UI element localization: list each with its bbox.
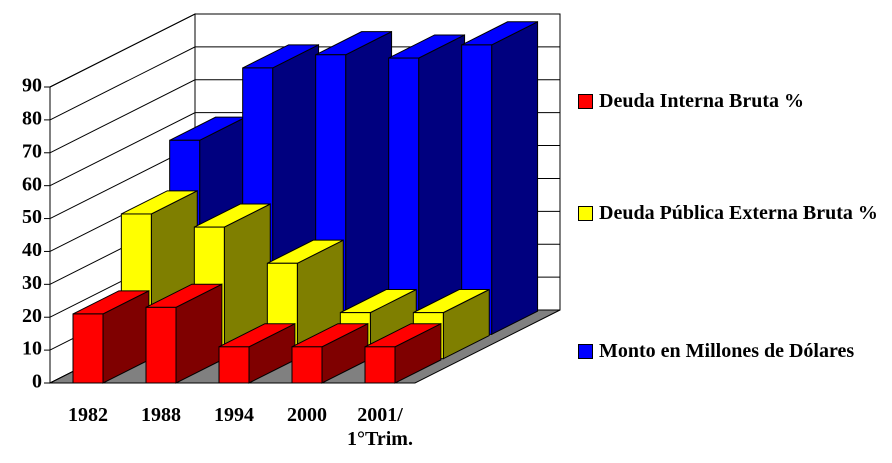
x-tick-label: 1988 [141, 404, 181, 426]
bar [218, 346, 250, 384]
y-tick-label: 50 [22, 206, 42, 228]
bar-side [418, 34, 466, 336]
y-tick-label: 0 [32, 371, 42, 393]
bar [145, 306, 177, 384]
y-tick-label: 20 [22, 305, 42, 327]
grid-line [49, 13, 560, 88]
bar [364, 346, 396, 384]
x-tick-label: 2001/ 1°Trim. [347, 404, 413, 450]
y-tick-label: 70 [22, 140, 42, 162]
x-tick-label: 1982 [68, 404, 108, 426]
x-tick-label: 1994 [214, 404, 254, 426]
bar [72, 313, 104, 384]
y-tick-label: 10 [22, 338, 42, 360]
x-tick-label: 2000 [287, 404, 327, 426]
legend-item: Monto en Millones de Dólares [578, 338, 878, 364]
bar-side [345, 30, 393, 336]
bar [291, 346, 323, 384]
legend-label: Deuda Interna Bruta % [599, 90, 805, 112]
y-tick-label: 60 [22, 173, 42, 195]
bar-side [491, 20, 539, 336]
legend-swatch [578, 94, 593, 109]
legend-item: Deuda Interna Bruta % [578, 88, 878, 114]
y-tick-label: 40 [22, 239, 42, 261]
y-tick-label: 30 [22, 272, 42, 294]
legend-label: Deuda Pública Externa Bruta % [599, 202, 878, 224]
legend-label: Monto en Millones de Dólares [599, 340, 855, 362]
legend-item: Deuda Pública Externa Bruta % [578, 200, 878, 226]
y-tick-label: 90 [22, 75, 42, 97]
bar [461, 44, 493, 335]
legend-swatch [578, 344, 593, 359]
bar [388, 57, 420, 335]
y-tick-label: 80 [22, 107, 42, 129]
legend-swatch [578, 206, 593, 221]
